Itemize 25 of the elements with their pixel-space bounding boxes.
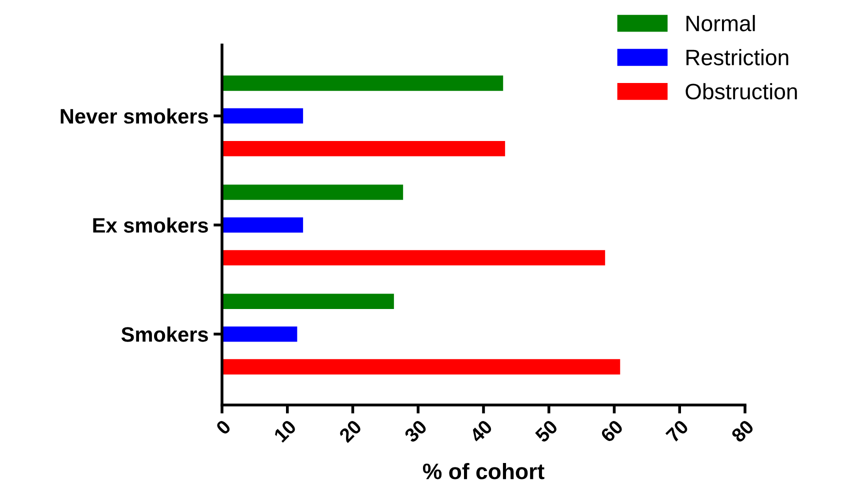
legend-label: Obstruction [686, 83, 797, 100]
x-tick-label: 10 [273, 419, 297, 443]
bar [222, 184, 404, 200]
bar [222, 141, 506, 156]
bar [222, 326, 298, 342]
x-tick-label: 80 [730, 419, 755, 444]
x-tick-label: 40 [468, 419, 494, 444]
legend-label: Restriction [686, 49, 788, 66]
bar [222, 76, 504, 91]
x-tick-label: 60 [600, 419, 624, 444]
x-tick-label: 0 [215, 419, 232, 436]
x-tick-label: 20 [338, 419, 362, 444]
legend-label: Normal [686, 15, 755, 32]
x-tick-label: 50 [534, 419, 558, 444]
y-tick-label: Smokers [121, 326, 208, 342]
bar [222, 108, 304, 124]
y-tick-label: Ex smokers [93, 217, 208, 233]
x-axis-title: % of cohort [422, 462, 544, 480]
x-tick-label: 30 [404, 419, 428, 444]
bar [222, 217, 304, 233]
bar [222, 294, 394, 309]
bar [222, 250, 606, 266]
y-tick-label: Never smokers [60, 108, 208, 124]
bar [222, 359, 620, 374]
x-tick-label: 70 [665, 419, 690, 443]
